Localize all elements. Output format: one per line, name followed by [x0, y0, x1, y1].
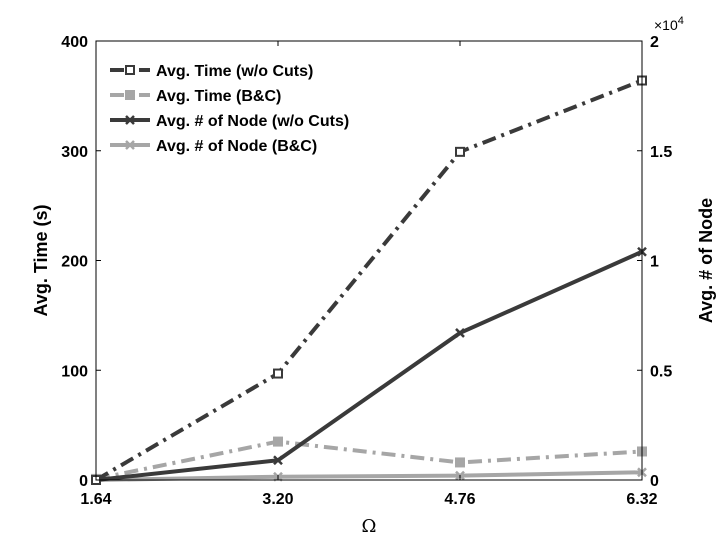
legend-entry: Avg. Time (B&C)	[110, 88, 281, 105]
right-y-tick-label: 0.5	[650, 363, 672, 380]
data-point	[455, 457, 465, 468]
series-line	[95, 470, 643, 482]
legend-label: Avg. Time (w/o Cuts)	[156, 63, 313, 80]
legend-label: Avg. Time (B&C)	[156, 88, 281, 105]
left-y-tick-label: 400	[61, 34, 88, 51]
legend: Avg. Time (w/o Cuts) Avg. Time (B&C) Avg. …	[110, 63, 349, 155]
left-y-tick-label: 100	[61, 363, 88, 380]
legend-marker	[125, 65, 135, 75]
left-y-tick-label: 300	[61, 144, 88, 161]
x-tick-label: 6.32	[626, 491, 657, 508]
right-y-tick-label: 1	[650, 254, 659, 271]
data-point	[273, 455, 283, 466]
x-tick-label: 3.20	[262, 491, 293, 508]
legend-marker	[125, 115, 135, 125]
legend-entry: Avg. Time (w/o Cuts)	[110, 63, 313, 80]
right-y-tick-label: 2	[650, 34, 659, 51]
data-point	[273, 368, 283, 379]
series-line	[95, 249, 643, 482]
x-axis-title: Ω	[362, 516, 377, 537]
x-tick-label: 1.64	[80, 491, 111, 508]
data-point	[455, 328, 465, 338]
legend-marker	[125, 90, 135, 100]
series-line	[95, 439, 643, 481]
left-axis-title: Avg. Time (s)	[31, 204, 51, 316]
x-tick-label: 4.76	[444, 491, 475, 508]
legend-entry: Avg. # of Node (w/o Cuts)	[110, 113, 349, 130]
legend-label: Avg. # of Node (w/o Cuts)	[156, 113, 349, 130]
right-y-tick-label: 0	[650, 473, 659, 490]
legend-label: Avg. # of Node (B&C)	[156, 138, 317, 155]
right-y-tick-label: 1.5	[650, 144, 672, 161]
legend-entry: Avg. # of Node (B&C)	[110, 138, 317, 155]
right-axis-title: Avg. # of Node	[696, 198, 716, 323]
axes: 1.64 3.20 4.76 6.32010020030040000.511.52×1…	[31, 15, 716, 537]
series-line	[94, 78, 643, 482]
data-point	[273, 436, 283, 447]
series-2	[91, 246, 647, 485]
data-point	[455, 146, 465, 157]
legend-marker	[125, 140, 135, 150]
left-y-tick-label: 0	[79, 473, 88, 490]
left-y-tick-label: 200	[61, 254, 88, 271]
right-axis-exponent: ×104	[654, 15, 684, 33]
